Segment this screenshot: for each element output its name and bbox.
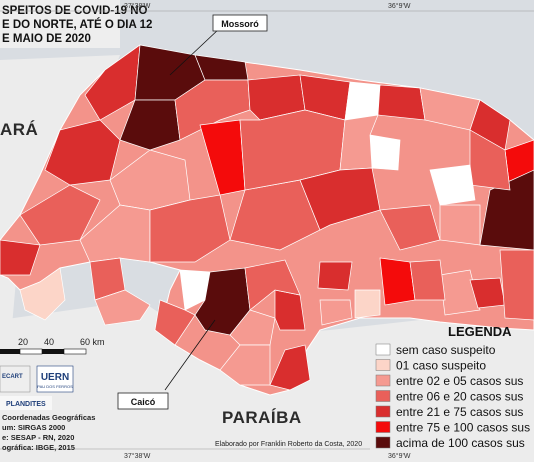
secart-logo-text: ECART xyxy=(2,374,23,380)
scale-bar: 20 40 60 km xyxy=(0,337,105,355)
caico-callout: Caicó xyxy=(131,397,156,407)
mossoro-leader-line xyxy=(169,27,221,76)
credit-text: Elaborado por Franklin Roberto da Costa,… xyxy=(215,441,362,448)
legend-label: entre 02 e 05 casos sus xyxy=(396,374,523,388)
mossoro-callout-box xyxy=(212,14,268,32)
secart-logo xyxy=(0,365,31,393)
ceara-label: ARÁ xyxy=(0,120,38,139)
plandites-logo-text: PLANDITES xyxy=(6,401,46,408)
scale-label-40: 40 xyxy=(44,337,54,347)
info-line-3: e: SESAP - RN, 2020 xyxy=(2,433,74,442)
legend-label: entre 06 e 20 casos sus xyxy=(396,390,523,404)
coord-top-left: 37°38'W xyxy=(124,2,151,10)
coord-top-right: 36°9'W xyxy=(388,2,411,10)
legend-label: entre 21 e 75 casos sus xyxy=(396,405,523,419)
uern-logo xyxy=(36,365,74,393)
coord-bottom-right: 36°9'W xyxy=(388,452,411,460)
legend-swatch xyxy=(375,390,391,402)
paraiba-label: PARAÍBA xyxy=(222,408,302,427)
legend-swatch xyxy=(375,421,391,433)
legend: LEGENDA sem caso suspeito 01 caso suspeit… xyxy=(370,324,534,450)
title-line-2: E DO NORTE, ATÉ O DIA 12 xyxy=(2,18,152,31)
legend-label: sem caso suspeito xyxy=(396,343,496,357)
legend-background xyxy=(370,338,534,450)
legend-label: 01 caso suspeito xyxy=(396,359,486,373)
caico-callout-box xyxy=(117,392,169,410)
mossoro-callout: Mossoró xyxy=(221,19,259,29)
caico-leader-line xyxy=(164,319,216,391)
title-line-3: E MAIO DE 2020 xyxy=(2,33,91,45)
legend-swatch xyxy=(375,374,391,387)
legend-label: acima de 100 casos sus xyxy=(396,436,525,450)
legend-title: LEGENDA xyxy=(448,324,512,339)
info-line-4: ográfica: IBGE, 2015 xyxy=(2,443,75,452)
plandites-logo xyxy=(0,396,52,410)
info-line-2: um: SIRGAS 2000 xyxy=(2,423,65,432)
uern-logo-text: UERN xyxy=(41,372,69,383)
legend-swatch xyxy=(375,405,391,418)
title-box xyxy=(0,0,120,48)
logos: ECART UERN PAU DOS FERROS PLANDITES xyxy=(0,365,74,410)
legend-swatch xyxy=(375,343,391,356)
scale-label-20: 20 xyxy=(18,337,28,347)
scale-label-60: 60 km xyxy=(80,337,105,347)
coord-bottom-left: 37°38'W xyxy=(124,452,151,460)
uern-logo-subtext: PAU DOS FERROS xyxy=(37,384,73,389)
legend-swatch xyxy=(375,436,391,449)
legend-label: entre 75 e 100 casos sus xyxy=(396,421,530,435)
info-line-1: Coordenadas Geográficas xyxy=(2,413,95,422)
legend-swatch xyxy=(375,359,391,371)
municipalities xyxy=(0,44,534,391)
